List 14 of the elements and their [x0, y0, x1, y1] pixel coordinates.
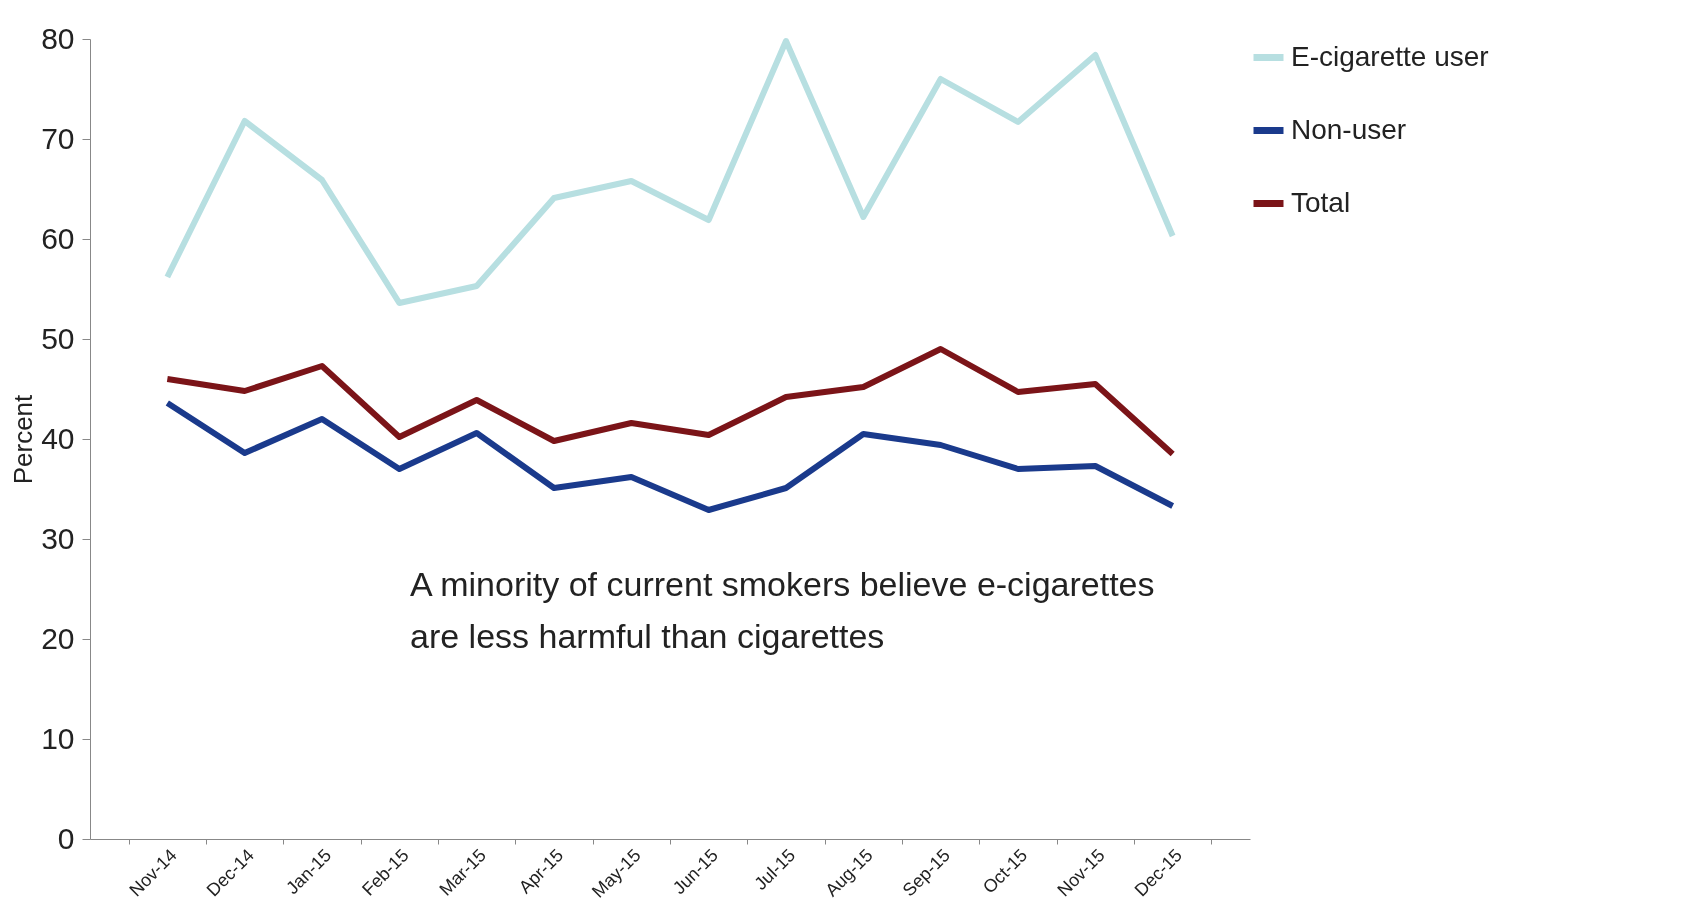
y-tick-label: 20 — [41, 621, 75, 655]
legend-label: Total — [1291, 186, 1351, 218]
annotation: A minority of current smokers believe e-cigarettes are less harmful than cigarettes — [410, 565, 1155, 655]
legend-label: E-cigarette user — [1291, 40, 1489, 72]
y-axis-title: Percent — [8, 393, 39, 485]
y-tick-label: 0 — [57, 821, 75, 855]
y-tick-label: 70 — [41, 121, 75, 155]
y-tick-label: 40 — [41, 421, 75, 455]
y-tick-label: 80 — [41, 21, 75, 55]
y-tick-label: 60 — [41, 221, 75, 255]
y-tick-label: 30 — [41, 521, 75, 555]
y-tick-label: 10 — [41, 721, 75, 755]
legend-label: Non-user — [1291, 113, 1407, 145]
y-tick-label: 50 — [41, 321, 75, 355]
